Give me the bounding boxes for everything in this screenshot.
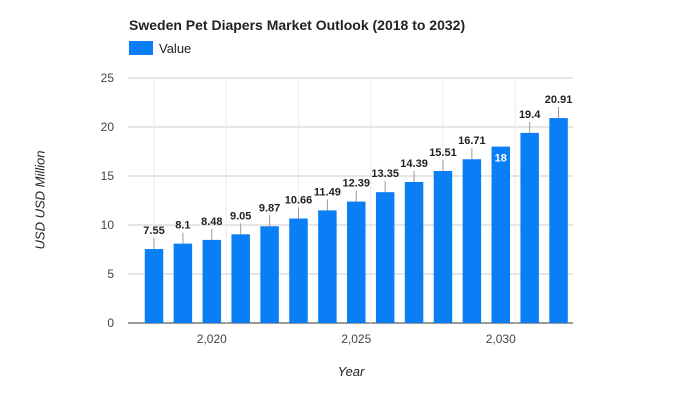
x-axis-title: Year	[337, 364, 365, 379]
data-label: 16.71	[458, 135, 486, 147]
data-label: 11.49	[314, 186, 341, 198]
legend-swatch	[129, 41, 153, 55]
bar	[520, 132, 539, 323]
bar	[433, 171, 453, 323]
data-label: 18	[495, 153, 507, 165]
x-tick-label: 2,030	[486, 332, 516, 346]
legend[interactable]: Value	[129, 40, 191, 56]
data-label: 8.1	[175, 220, 190, 232]
y-tick-label: 5	[107, 267, 114, 281]
bar	[144, 249, 164, 323]
data-label: 7.55	[143, 225, 164, 237]
data-label: 8.48	[201, 216, 222, 228]
bar	[202, 239, 222, 323]
y-tick-label: 25	[101, 71, 115, 85]
bar	[491, 146, 511, 323]
bar	[289, 218, 308, 323]
y-tick-label: 15	[101, 169, 115, 183]
bar	[347, 201, 366, 323]
data-label: 9.05	[230, 210, 251, 222]
data-label: 14.39	[400, 158, 428, 170]
y-tick-label: 20	[101, 120, 115, 134]
data-label: 10.66	[285, 195, 313, 207]
y-tick-label: 10	[101, 218, 115, 232]
bar	[462, 159, 482, 323]
legend-label: Value	[159, 40, 192, 56]
bar	[260, 226, 279, 323]
bar	[549, 118, 568, 323]
y-tick-label: 0	[107, 316, 114, 330]
bar	[173, 243, 193, 323]
data-label: 9.87	[259, 202, 280, 214]
data-label: 12.39	[343, 178, 371, 190]
data-label: 13.35	[371, 168, 399, 180]
data-label: 15.51	[429, 147, 457, 159]
data-label: 19.4	[519, 109, 541, 121]
data-label: 20.91	[545, 94, 573, 106]
x-tick-label: 2,020	[197, 332, 227, 346]
y-axis-title-text: USD USD Million	[32, 150, 48, 250]
bar	[375, 192, 395, 323]
chart-title: Sweden Pet Diapers Market Outlook (2018 …	[129, 17, 466, 33]
bar	[231, 234, 250, 323]
bar	[318, 210, 337, 323]
bar	[404, 181, 424, 323]
x-tick-label: 2,025	[341, 332, 371, 346]
